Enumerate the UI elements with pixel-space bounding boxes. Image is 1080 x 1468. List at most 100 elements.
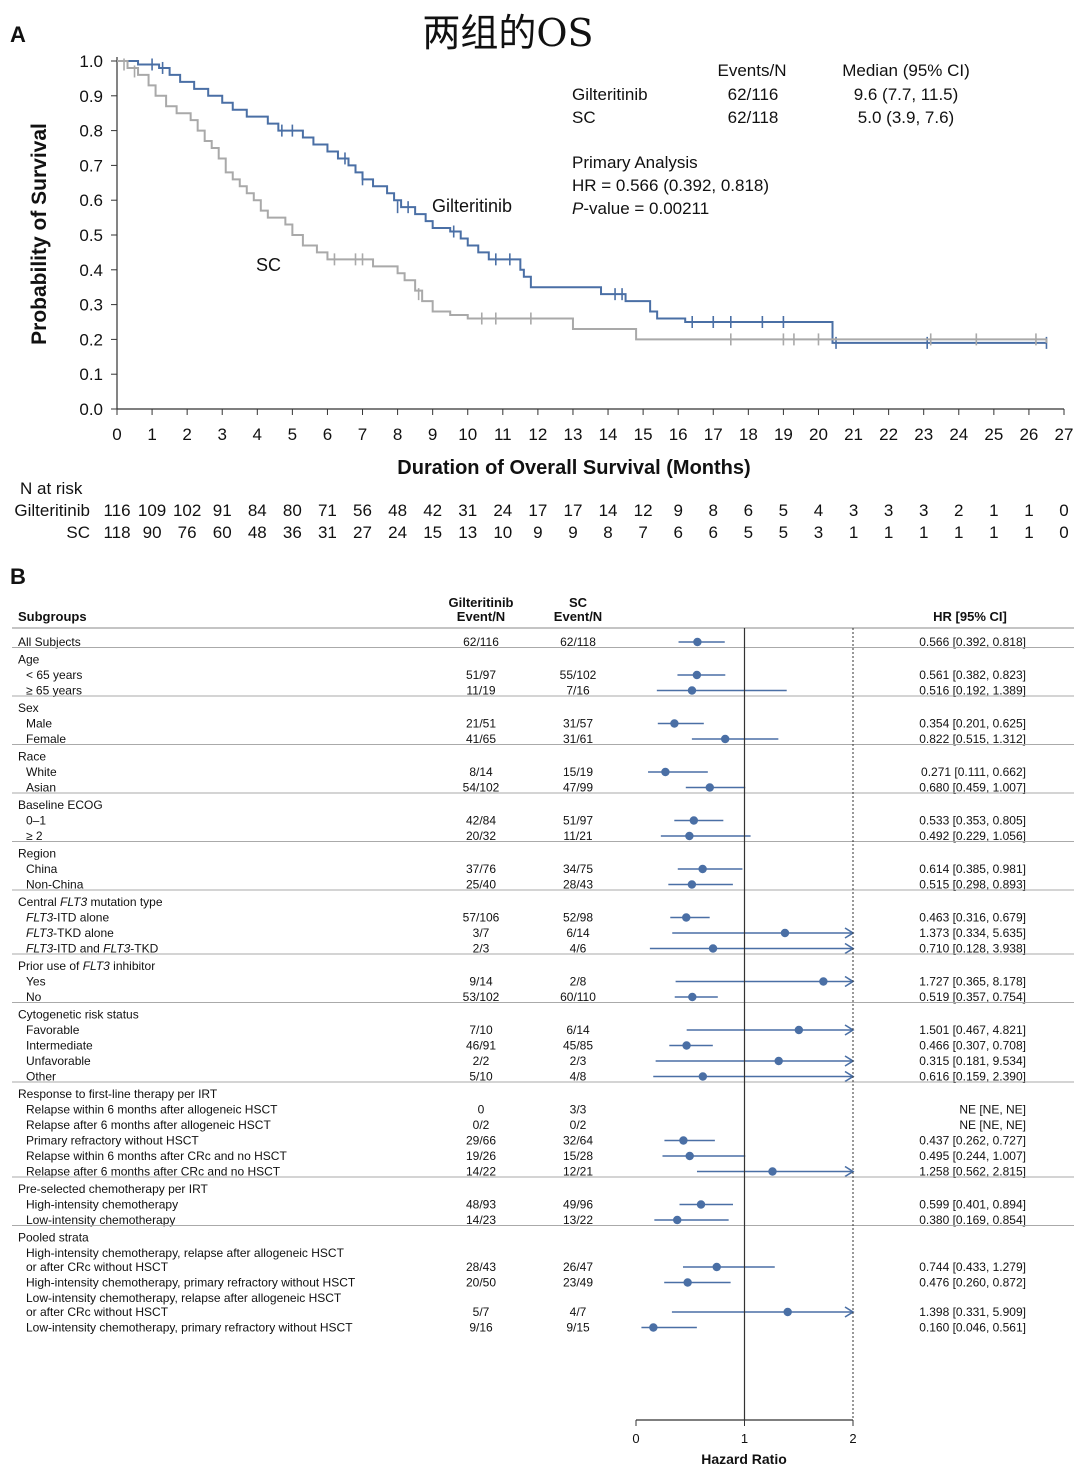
- risk-value: 1: [1024, 523, 1033, 542]
- risk-value: 6: [673, 523, 682, 542]
- forest-sc-value: 4/6: [570, 942, 587, 956]
- km-x-tick-label: 16: [669, 425, 688, 444]
- forest-point: [682, 913, 691, 922]
- panel-b-label: B: [10, 564, 26, 589]
- risk-value: 36: [283, 523, 302, 542]
- analysis-heading: Primary Analysis: [572, 153, 698, 172]
- forest-row-label: 0–1: [26, 814, 46, 828]
- km-x-tick-label: 14: [599, 425, 618, 444]
- forest-gilt-value: 19/26: [466, 1149, 496, 1163]
- forest-hr-text: 0.561 [0.382, 0.823]: [919, 668, 1026, 682]
- km-x-tick-label: 26: [1019, 425, 1038, 444]
- p-italic: P: [572, 199, 584, 218]
- risk-value: 3: [919, 501, 928, 520]
- risk-value: 12: [634, 501, 653, 520]
- forest-hr-text: 0.515 [0.298, 0.893]: [919, 878, 1026, 892]
- km-x-tick-label: 22: [879, 425, 898, 444]
- forest-row-label: Male: [26, 717, 52, 731]
- forest-row-label: China: [26, 862, 58, 876]
- risk-value: 1: [849, 523, 858, 542]
- km-y-tick-label: 0.9: [79, 87, 103, 106]
- forest-hr-text: 1.727 [0.365, 8.178]: [919, 975, 1026, 989]
- forest-gilt-value: 2/3: [473, 942, 490, 956]
- forest-gilt-value: 28/43: [466, 1260, 496, 1274]
- forest-hr-text: 0.822 [0.515, 1.312]: [919, 732, 1026, 746]
- forest-point: [794, 1025, 804, 1035]
- risk-value: 8: [603, 523, 612, 542]
- forest-point: [698, 1072, 708, 1081]
- risk-value: 8: [709, 501, 718, 520]
- forest-gilt-value: 51/97: [466, 668, 496, 682]
- risk-value: 14: [599, 501, 618, 520]
- risk-value: 9: [568, 523, 577, 542]
- risk-value: 116: [103, 501, 130, 520]
- forest-hr-text: 0.599 [0.401, 0.894]: [919, 1198, 1026, 1212]
- forest-row-label: Low-intensity chemotherapy: [26, 1213, 175, 1227]
- forest-sc-value: 23/49: [563, 1276, 593, 1290]
- km-x-tick-label: 1: [147, 425, 156, 444]
- forest-point: [688, 992, 697, 1002]
- forest-gilt-value: 5/7: [473, 1305, 490, 1319]
- forest-x-tick-label: 2: [849, 1431, 856, 1446]
- table-row-sc-events: 62/118: [728, 108, 779, 127]
- forest-hr-text: 0.680 [0.459, 1.007]: [919, 781, 1026, 795]
- km-x-axis-label: Duration of Overall Survival (Months): [397, 457, 750, 479]
- forest-row-label-2: or after CRc without HSCT: [26, 1305, 169, 1319]
- forest-sc-value: 32/64: [563, 1134, 593, 1148]
- forest-group-title-part: Central: [18, 895, 60, 909]
- forest-row-label: No: [26, 990, 42, 1004]
- forest-sc-value: 49/96: [563, 1198, 593, 1212]
- forest-hr-text: 0.516 [0.192, 1.389]: [919, 684, 1026, 698]
- risk-value: 1: [954, 523, 963, 542]
- forest-gilt-value: 54/102: [463, 781, 500, 795]
- risk-value: 1: [989, 501, 998, 520]
- risk-value: 17: [528, 501, 547, 520]
- forest-sc-value: 60/110: [560, 990, 596, 1004]
- forest-sc-value: 34/75: [563, 862, 593, 876]
- risk-value: 24: [493, 501, 512, 520]
- forest-gilt-value: 11/19: [466, 684, 495, 698]
- risk-row-label-gilteritinib: Gilteritinib: [14, 501, 90, 520]
- forest-sc-value: 55/102: [560, 668, 597, 682]
- forest-gilt-value: 29/66: [466, 1134, 496, 1148]
- forest-group-title: Region: [18, 847, 56, 861]
- risk-value: 90: [143, 523, 162, 542]
- forest-row-label-part: -TKD alone: [53, 926, 114, 940]
- km-plot: 0.00.10.20.30.40.50.60.70.80.91.00 1 2 3 4 5 6…: [79, 52, 1073, 444]
- forest-hr-text: 0.380 [0.169, 0.854]: [919, 1213, 1026, 1227]
- forest-point: [687, 686, 697, 695]
- risk-value: 0: [1059, 501, 1068, 520]
- forest-gilt-value: 0/2: [473, 1118, 490, 1132]
- forest-point: [698, 864, 707, 874]
- forest-sc-value: 15/28: [563, 1149, 593, 1163]
- forest-point: [687, 880, 697, 889]
- km-y-tick-label: 0.6: [79, 191, 103, 210]
- risk-value: 6: [744, 501, 753, 520]
- forest-sc-value: 26/47: [563, 1260, 593, 1274]
- forest-hr-text: 0.354 [0.201, 0.625]: [919, 717, 1026, 731]
- forest-row-label-part: FLT3: [26, 942, 53, 956]
- forest-sc-value: 28/43: [563, 878, 593, 892]
- forest-row-label: < 65 years: [26, 668, 82, 682]
- risk-value: 15: [423, 523, 442, 542]
- forest-point: [819, 977, 828, 986]
- forest-sc-value: 4/8: [570, 1070, 587, 1084]
- forest-gilt-value: 14/22: [466, 1165, 496, 1179]
- forest-sc-value: 31/57: [563, 717, 593, 731]
- forest-point: [693, 637, 702, 647]
- forest-hr-text: NE [NE, NE]: [959, 1118, 1026, 1132]
- risk-value: 109: [138, 501, 166, 520]
- forest-group-title-part: mutation type: [87, 895, 163, 909]
- risk-value: 3: [814, 523, 823, 542]
- forest-hr-text: 1.501 [0.467, 4.821]: [919, 1023, 1026, 1037]
- forest-row-label: White: [26, 765, 57, 779]
- km-x-tick-label: 27: [1055, 425, 1074, 444]
- forest-gilt-value: 48/93: [466, 1198, 496, 1212]
- forest-row-label: FLT3-ITD and FLT3-TKD: [26, 942, 159, 956]
- risk-value: 9: [533, 523, 542, 542]
- forest-row-label-part: FLT3: [103, 942, 130, 956]
- forest-sc-value: 4/7: [570, 1305, 587, 1319]
- forest-row-label: High-intensity chemotherapy: [26, 1198, 178, 1212]
- forest-group-title: Sex: [18, 701, 39, 715]
